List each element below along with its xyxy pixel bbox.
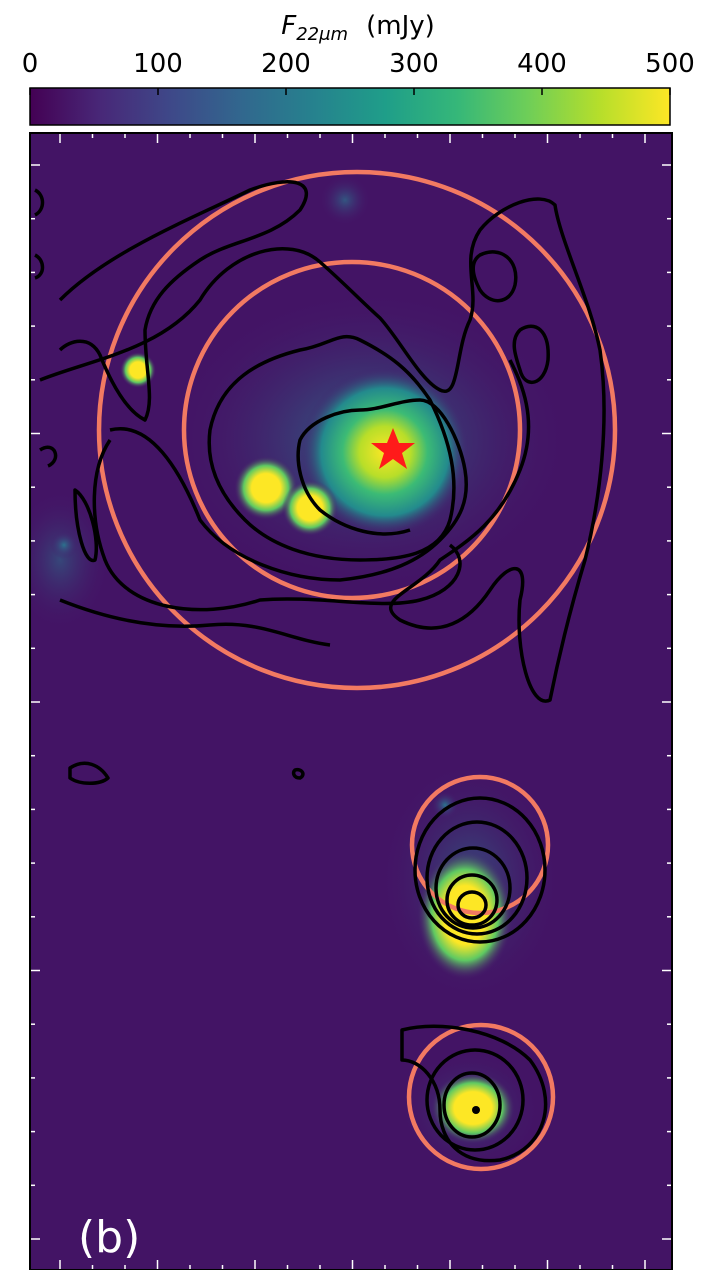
contour	[400, 1024, 548, 1163]
contour	[472, 1106, 480, 1114]
contour	[471, 250, 518, 303]
source	[282, 480, 338, 536]
source	[50, 531, 78, 559]
contour	[445, 873, 499, 927]
colorbar-tick-label: 100	[133, 49, 183, 79]
colorbar-tick-label: 500	[645, 49, 695, 79]
contour	[207, 334, 456, 562]
source	[234, 456, 298, 520]
aperture-circle	[409, 774, 551, 916]
colorbar-tick-label: 400	[517, 49, 567, 79]
source	[431, 791, 459, 819]
contour	[34, 188, 45, 280]
aperture-circle	[406, 1022, 556, 1172]
star-marker	[371, 428, 415, 469]
colorbar-tick-label: 0	[22, 49, 39, 79]
contour	[425, 1048, 525, 1152]
colorbar-tick-label: 200	[261, 49, 311, 79]
colorbar: 0 100 200 300 400 500	[22, 49, 695, 126]
contour	[109, 398, 468, 582]
contour	[434, 846, 512, 930]
colorbar-label: F22μm (mJy)	[281, 11, 435, 45]
colorbar-tick-label: 300	[389, 49, 439, 79]
contour	[456, 890, 488, 920]
panel-label: (b)	[78, 1212, 140, 1263]
contour	[59, 598, 331, 647]
contour	[39, 445, 98, 563]
contour	[58, 180, 308, 422]
source	[320, 175, 370, 225]
contour	[92, 439, 462, 612]
colorbar-scale	[29, 87, 671, 126]
contour	[68, 761, 110, 785]
contour	[413, 796, 547, 944]
aperture-circle	[96, 169, 618, 691]
image-panel: (b)	[30, 133, 672, 1270]
aperture-circle	[181, 259, 523, 601]
source	[120, 352, 156, 388]
contour	[512, 324, 550, 385]
contour	[425, 820, 529, 936]
contour	[442, 1071, 502, 1139]
diffuse-emission	[30, 490, 110, 630]
contour	[291, 767, 305, 780]
